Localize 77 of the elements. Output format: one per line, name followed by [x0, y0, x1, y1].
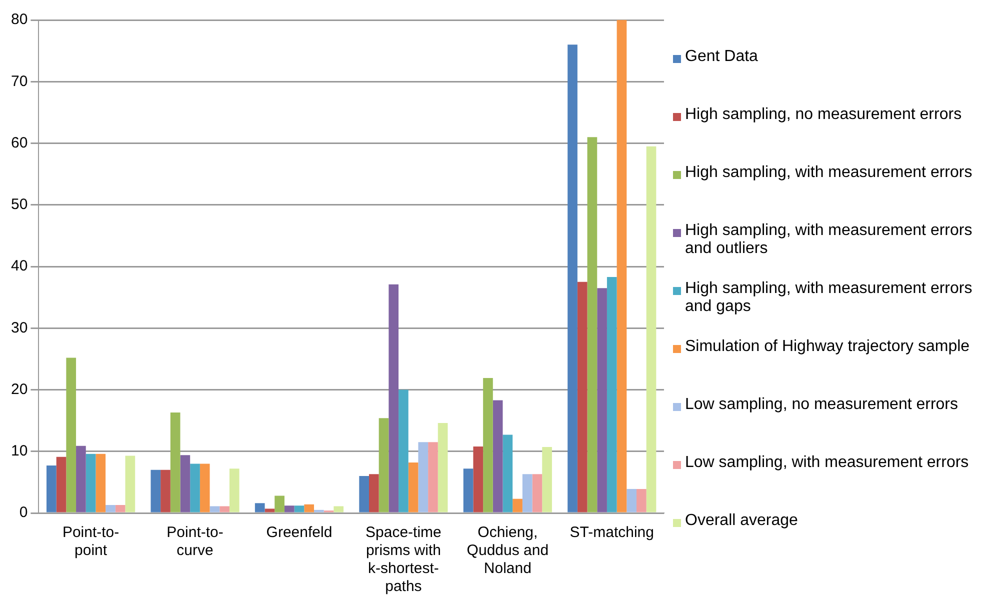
bar — [294, 506, 304, 512]
bar — [304, 504, 314, 512]
bar — [86, 454, 96, 512]
bar — [150, 470, 161, 512]
bar — [369, 474, 379, 512]
bar — [522, 474, 532, 512]
bar — [577, 282, 588, 512]
bar — [284, 506, 294, 512]
bar — [597, 288, 607, 512]
bar — [418, 442, 428, 512]
bar — [636, 488, 646, 512]
bar — [66, 358, 76, 512]
bar — [190, 464, 200, 512]
bar — [220, 506, 230, 512]
bar — [170, 412, 180, 512]
y-tick-label: 80 — [10, 11, 28, 28]
bar — [160, 470, 170, 512]
x-tick-label: ST-matching — [570, 524, 654, 542]
bar — [359, 476, 369, 512]
bar — [200, 464, 210, 512]
legend-label: Low sampling, with measurement errors — [685, 454, 969, 472]
x-tick-label: Point-to-point — [62, 524, 120, 560]
bar — [229, 468, 240, 512]
bar — [378, 418, 389, 512]
y-tick-label: 40 — [10, 258, 28, 275]
bar — [254, 503, 265, 512]
bar — [210, 506, 220, 512]
x-tick-label: Greenfeld — [266, 524, 332, 542]
bar — [502, 434, 513, 512]
bar — [428, 442, 438, 512]
bar — [512, 498, 522, 512]
legend-label: High sampling, no measurement errors — [685, 106, 962, 124]
y-tick-label: 30 — [10, 319, 28, 336]
legend-label: Simulation of Highway trajectory sample — [685, 338, 970, 356]
legend-label: Low sampling, no measurement errors — [685, 396, 958, 414]
bar — [492, 400, 503, 512]
bar — [532, 474, 542, 512]
bar — [616, 20, 627, 512]
y-tick-label: 70 — [10, 72, 28, 90]
bar — [587, 137, 598, 512]
bar — [463, 468, 474, 512]
bar — [473, 446, 484, 512]
bar — [96, 454, 106, 512]
legend-label: Gent Data — [685, 48, 758, 66]
bar — [180, 455, 190, 512]
bar — [388, 284, 399, 512]
bar — [606, 276, 617, 512]
x-tick-label: Ochieng, Quddus and Noland — [466, 524, 549, 578]
legend-label: High sampling, with measurement errors — [685, 164, 972, 182]
legend-label: High sampling, with measurement errors and gaps — [685, 280, 973, 316]
bar — [56, 456, 66, 512]
y-tick-label: 50 — [10, 196, 28, 214]
bar — [274, 496, 284, 512]
bar — [314, 510, 324, 512]
y-tick-label: 20 — [10, 380, 28, 398]
bar — [125, 456, 136, 512]
bar — [568, 44, 578, 512]
bar — [408, 462, 418, 512]
bar — [646, 146, 656, 512]
bar — [264, 508, 275, 512]
bar — [438, 423, 448, 512]
bar — [46, 466, 56, 512]
bar — [398, 390, 408, 512]
y-tick-label: 0 — [19, 504, 28, 522]
x-tick-label: Space-time prisms with k-shortest-paths — [366, 524, 442, 596]
bar — [334, 506, 344, 512]
legend-label: High sampling, with measurement errors and outliers — [685, 222, 973, 258]
bar — [115, 504, 126, 512]
x-tick-label: Point-to-curve — [166, 524, 224, 560]
legend-label: Overall average — [685, 512, 798, 530]
bar — [106, 504, 116, 512]
bar — [483, 378, 493, 512]
bar — [542, 447, 552, 512]
y-tick-label: 60 — [10, 134, 28, 152]
bar — [76, 446, 86, 512]
y-tick-label: 10 — [10, 442, 28, 460]
bar — [626, 488, 636, 512]
